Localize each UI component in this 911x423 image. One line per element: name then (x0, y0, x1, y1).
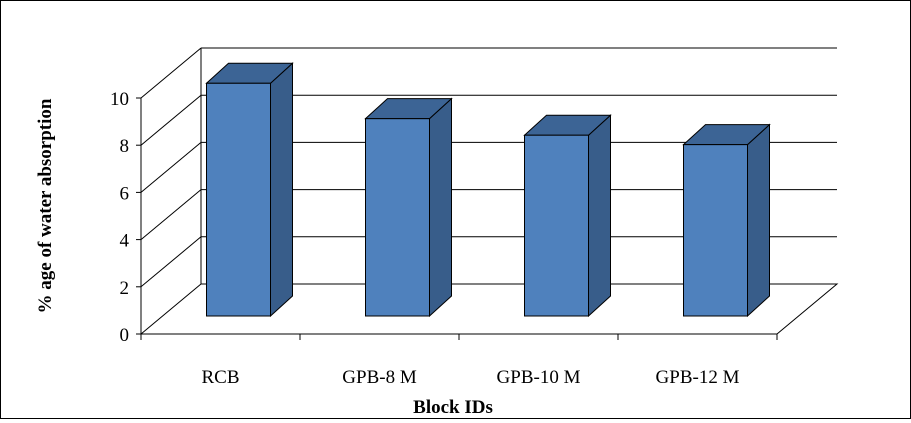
bar-front (365, 118, 430, 317)
bar-side (747, 123, 770, 318)
wall-diagonal (140, 142, 202, 193)
bar-side (270, 62, 293, 318)
bar-front (206, 82, 271, 317)
bar (682, 123, 771, 318)
bars-layer (205, 62, 771, 318)
y-tick-label: 10 (110, 89, 129, 110)
y-axis-title: % age of water absorption (35, 98, 56, 313)
wall-diagonal (140, 47, 202, 99)
bar-side (588, 114, 611, 318)
x-category-label: GPB-8 M (342, 367, 417, 388)
y-tick-labels: 0 2 4 6 8 10 (110, 89, 130, 346)
bar (205, 62, 294, 318)
wall-diagonal (140, 189, 202, 240)
x-category-label: GPB-12 M (656, 367, 740, 388)
y-tick-label: 8 (120, 136, 130, 157)
wall-diagonal (140, 283, 202, 335)
x-axis-title: Block IDs (413, 397, 493, 418)
y-tick-label: 0 (120, 325, 130, 346)
y-tick-label: 6 (120, 183, 130, 204)
x-category-labels: RCB GPB-8 M GPB-10 M GPB-12 M (201, 367, 739, 388)
x-category-label: RCB (201, 367, 239, 388)
bar-side (429, 97, 452, 318)
y-tick-label: 4 (120, 231, 130, 252)
bar-front (524, 134, 589, 317)
bar (364, 97, 453, 318)
x-category-label: GPB-10 M (497, 367, 581, 388)
wall-diagonal (140, 94, 202, 146)
wall-diagonal (140, 236, 202, 288)
bar (523, 114, 612, 318)
bar-front (683, 144, 748, 317)
y-tick-label: 2 (120, 278, 130, 299)
axis-layer (136, 48, 839, 340)
